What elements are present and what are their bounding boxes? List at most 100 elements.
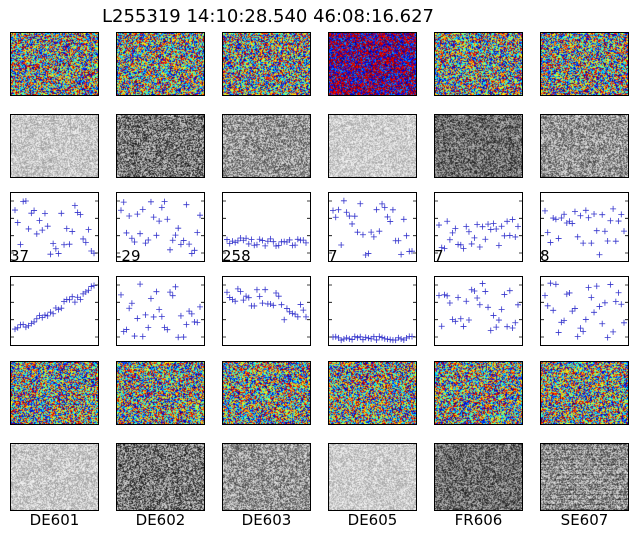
plot-marker: [569, 308, 576, 315]
plot-marker: [601, 228, 608, 235]
plot-marker: [134, 315, 141, 322]
plot-marker: [47, 309, 54, 316]
plot-marker: [552, 281, 559, 288]
plot-marker: [139, 333, 146, 340]
plot-marker: [338, 242, 345, 249]
plot-marker: [512, 319, 519, 326]
amplitude-image-de602-row2: [116, 114, 205, 178]
phase-image-de605-row5: [328, 361, 417, 425]
scatter-plot-de603-row4: [222, 276, 311, 346]
plot-marker: [237, 288, 244, 295]
plot-marker: [384, 213, 391, 220]
plot-marker: [515, 301, 521, 308]
plot-marker: [294, 313, 301, 320]
plot-marker: [493, 226, 500, 233]
plot-marker: [441, 245, 448, 252]
plot-marker: [409, 333, 415, 340]
plot-marker: [245, 240, 252, 247]
plot-marker: [365, 335, 372, 342]
plot-marker: [384, 336, 391, 343]
scatter-plot-de602-row4: [116, 276, 205, 346]
station-label-de601: DE601: [29, 511, 80, 529]
plot-marker: [71, 202, 78, 209]
plot-marker: [153, 232, 160, 239]
plot-marker: [398, 335, 405, 342]
scatter-plot-de602-row3: [116, 192, 205, 262]
plot-marker: [509, 325, 516, 332]
plot-marker: [58, 210, 65, 217]
plot-marker: [164, 326, 171, 333]
plot-marker: [362, 334, 369, 341]
plot-marker: [278, 301, 285, 308]
plot-marker: [487, 226, 494, 233]
plot-marker: [47, 251, 54, 258]
plot-marker: [332, 214, 339, 221]
plot-marker: [373, 336, 380, 343]
plot-marker: [294, 236, 301, 243]
plot-marker: [571, 305, 578, 312]
plot-marker: [33, 315, 40, 322]
plot-marker: [20, 198, 27, 205]
plot-marker: [446, 300, 453, 307]
plot-marker: [615, 289, 622, 296]
plot-marker: [561, 211, 568, 218]
plot-marker: [20, 321, 27, 328]
plot-marker: [457, 315, 464, 322]
plot-marker: [607, 217, 614, 224]
plot-marker: [300, 307, 307, 314]
plot-marker: [194, 229, 201, 236]
plot-marker: [349, 336, 356, 343]
plot-marker: [387, 336, 394, 343]
phase-image-de601-row5: [10, 361, 99, 425]
plot-marker: [126, 305, 133, 312]
plot-marker: [300, 237, 307, 244]
plot-marker: [82, 239, 89, 246]
plot-marker: [80, 235, 87, 242]
plot-marker: [379, 200, 386, 207]
plot-marker: [267, 300, 274, 307]
plot-marker: [50, 240, 57, 247]
plot-marker: [463, 298, 470, 305]
scatter-plot-de603-row3: [222, 192, 311, 262]
plot-marker: [365, 250, 372, 257]
plot-marker: [234, 237, 241, 244]
plot-marker: [346, 213, 353, 220]
plot-marker: [232, 239, 239, 246]
plot-marker: [191, 318, 198, 325]
plot-marker: [591, 210, 598, 217]
plot-marker: [493, 324, 500, 331]
plot-marker: [28, 320, 35, 327]
plot-marker: [599, 320, 606, 327]
plot-marker: [618, 211, 625, 218]
plot-marker: [31, 207, 38, 214]
plot-marker: [340, 335, 347, 342]
plot-marker: [180, 334, 187, 341]
phase-image-fr606-row1: [434, 32, 523, 96]
plot-marker: [354, 229, 361, 236]
plot-marker: [571, 208, 578, 215]
plot-marker: [615, 218, 622, 225]
panel-count-label: 8: [540, 247, 550, 265]
plot-marker: [612, 298, 619, 305]
plot-marker: [580, 328, 587, 335]
plot-marker: [12, 207, 18, 214]
plot-marker: [490, 220, 497, 227]
amplitude-image-de605-row6: [328, 443, 417, 511]
scatter-plot-de601-row3: [10, 192, 99, 262]
plot-marker: [512, 233, 519, 240]
plot-marker: [28, 210, 35, 217]
plot-marker: [476, 243, 483, 250]
plot-marker: [501, 232, 508, 239]
plot-marker: [270, 238, 277, 245]
plot-marker: [33, 230, 40, 237]
scatter-plot-fr606-row3: [434, 192, 523, 262]
station-label-de603: DE603: [241, 511, 292, 529]
plot-marker: [188, 310, 195, 317]
plot-marker: [259, 300, 266, 307]
plot-marker: [471, 288, 478, 295]
plot-marker: [85, 287, 92, 294]
plot-marker: [69, 228, 76, 235]
plot-marker: [387, 218, 394, 225]
panel-count-label: 7: [328, 247, 338, 265]
plot-marker: [186, 241, 193, 248]
